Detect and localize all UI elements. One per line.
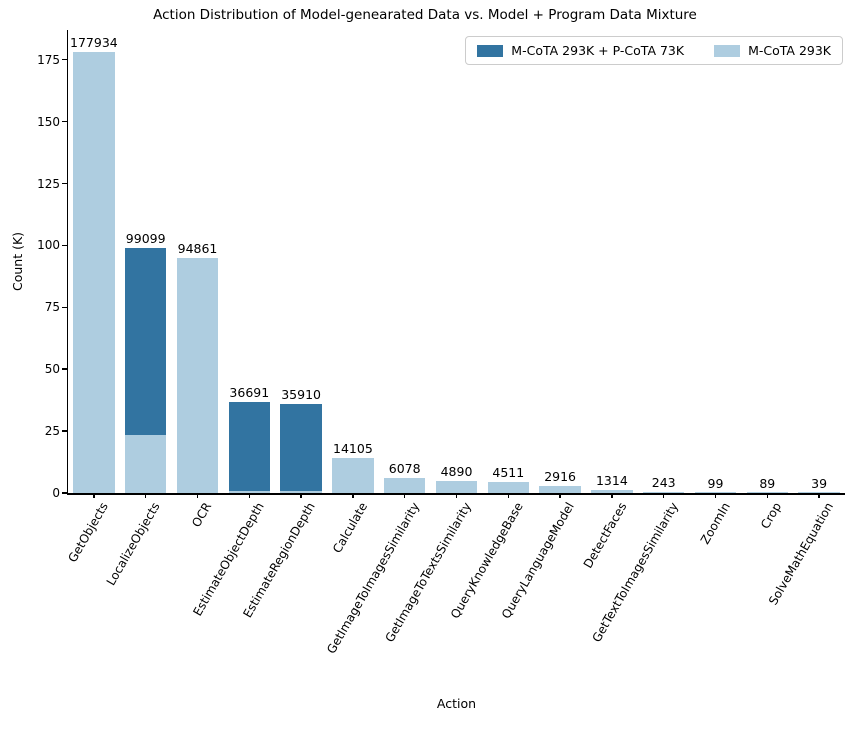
bar-value-label: 1314 — [595, 472, 628, 488]
y-tick-mark — [61, 244, 67, 247]
x-tick-mark — [93, 493, 95, 498]
legend-item-model-only: M-CoTA 293K — [714, 43, 831, 58]
bar-value-label: 35910 — [281, 387, 321, 403]
y-tick-mark — [61, 120, 67, 123]
y-tick-label: 175 — [37, 52, 60, 67]
x-tick-mark — [662, 493, 665, 498]
x-tick-mark — [611, 493, 613, 498]
bar-value-label: 6078 — [388, 460, 421, 476]
x-tick-label: ZoomIn — [697, 500, 733, 547]
x-tick-mark — [300, 493, 302, 498]
y-tick-mark — [61, 182, 67, 185]
y-tick-label: 50 — [44, 362, 60, 377]
legend-label-model-only: M-CoTA 293K — [748, 43, 831, 58]
y-tick-label: 75 — [44, 300, 60, 315]
bar-model-only — [73, 52, 115, 493]
plot-area: M-CoTA 293K + P-CoTA 73K M-CoTA 293K 0 25… — [37, 30, 845, 656]
bar-value-label: 99 — [707, 475, 724, 491]
bar-value-label: 39 — [811, 475, 828, 491]
x-tick-mark — [352, 493, 354, 498]
y-tick-label: 150 — [37, 114, 60, 129]
y-axis-spine — [66, 30, 68, 495]
bar-model-only — [642, 492, 685, 493]
bar-model-only — [228, 490, 271, 493]
legend-label-mixture: M-CoTA 293K + P-CoTA 73K — [511, 43, 685, 58]
x-tick-mark — [507, 493, 510, 498]
x-tick-label: LocalizeObjects — [103, 500, 163, 588]
y-tick-label: 25 — [44, 424, 60, 439]
bar-value-label: 36691 — [229, 385, 270, 401]
bar-value-label: 177934 — [70, 35, 118, 51]
legend-item-mixture: M-CoTA 293K + P-CoTA 73K — [477, 43, 684, 58]
y-tick-mark — [61, 492, 67, 494]
chart-title: Action Distribution of Model-genearated … — [153, 7, 697, 23]
legend-swatch-model-only — [714, 44, 741, 57]
y-tick-mark — [61, 430, 67, 432]
x-tick-label: DetectFaces — [580, 500, 630, 571]
y-tick-mark — [61, 368, 67, 370]
x-tick-label: Crop — [758, 500, 785, 532]
x-tick-label: Calculate — [329, 500, 371, 556]
bar-value-label: 14105 — [333, 441, 373, 457]
bar-model-only — [124, 435, 167, 493]
legend: M-CoTA 293K + P-CoTA 73K M-CoTA 293K — [465, 36, 843, 65]
x-tick-label: GetImageToTextsSimilarity — [382, 500, 474, 645]
x-tick-mark — [196, 493, 199, 498]
y-tick-label: 100 — [37, 238, 60, 253]
bar-value-label: 4511 — [492, 464, 525, 480]
x-tick-mark — [403, 493, 406, 498]
bar-model-only — [383, 477, 426, 493]
bar-value-label: 89 — [759, 475, 776, 491]
legend-swatch-mixture — [477, 44, 504, 57]
bar-model-only — [176, 258, 219, 493]
bar-model-only — [280, 490, 322, 493]
bar-model-only — [332, 458, 374, 493]
y-tick-label: 0 — [52, 486, 60, 500]
x-tick-label: GetTextToImagesSimilarity — [589, 500, 681, 645]
bar-model-only — [694, 492, 737, 493]
bar-value-label: 4890 — [440, 463, 473, 479]
bar-mixture — [280, 404, 322, 493]
x-tick-label: OCR — [189, 500, 215, 530]
x-tick-label: GetImageToImagesSimilarity — [323, 500, 422, 657]
bar-model-only — [539, 485, 581, 493]
x-tick-mark — [818, 493, 820, 498]
x-tick-mark — [248, 493, 251, 498]
x-tick-label: GetObjects — [65, 500, 112, 565]
bar-value-label: 2916 — [544, 468, 576, 484]
x-tick-mark — [144, 493, 147, 498]
x-tick-mark — [714, 493, 717, 498]
x-tick-mark — [766, 493, 769, 498]
bar-value-label: 94861 — [177, 241, 218, 257]
y-tick-mark — [61, 58, 67, 61]
y-tick-mark — [61, 306, 67, 309]
y-tick-label: 125 — [37, 176, 60, 191]
bar-model-only — [798, 492, 840, 493]
bar-model-only — [435, 480, 478, 493]
x-axis-label: Action — [436, 696, 477, 711]
bar-value-label: 99099 — [125, 230, 166, 246]
bar-model-only — [487, 481, 530, 493]
bar-mixture — [228, 402, 271, 493]
x-tick-mark — [559, 493, 561, 498]
x-tick-mark — [455, 493, 458, 498]
bar-value-label: 243 — [651, 475, 676, 491]
bar-model-only — [746, 492, 789, 493]
bar-model-only — [591, 489, 633, 493]
